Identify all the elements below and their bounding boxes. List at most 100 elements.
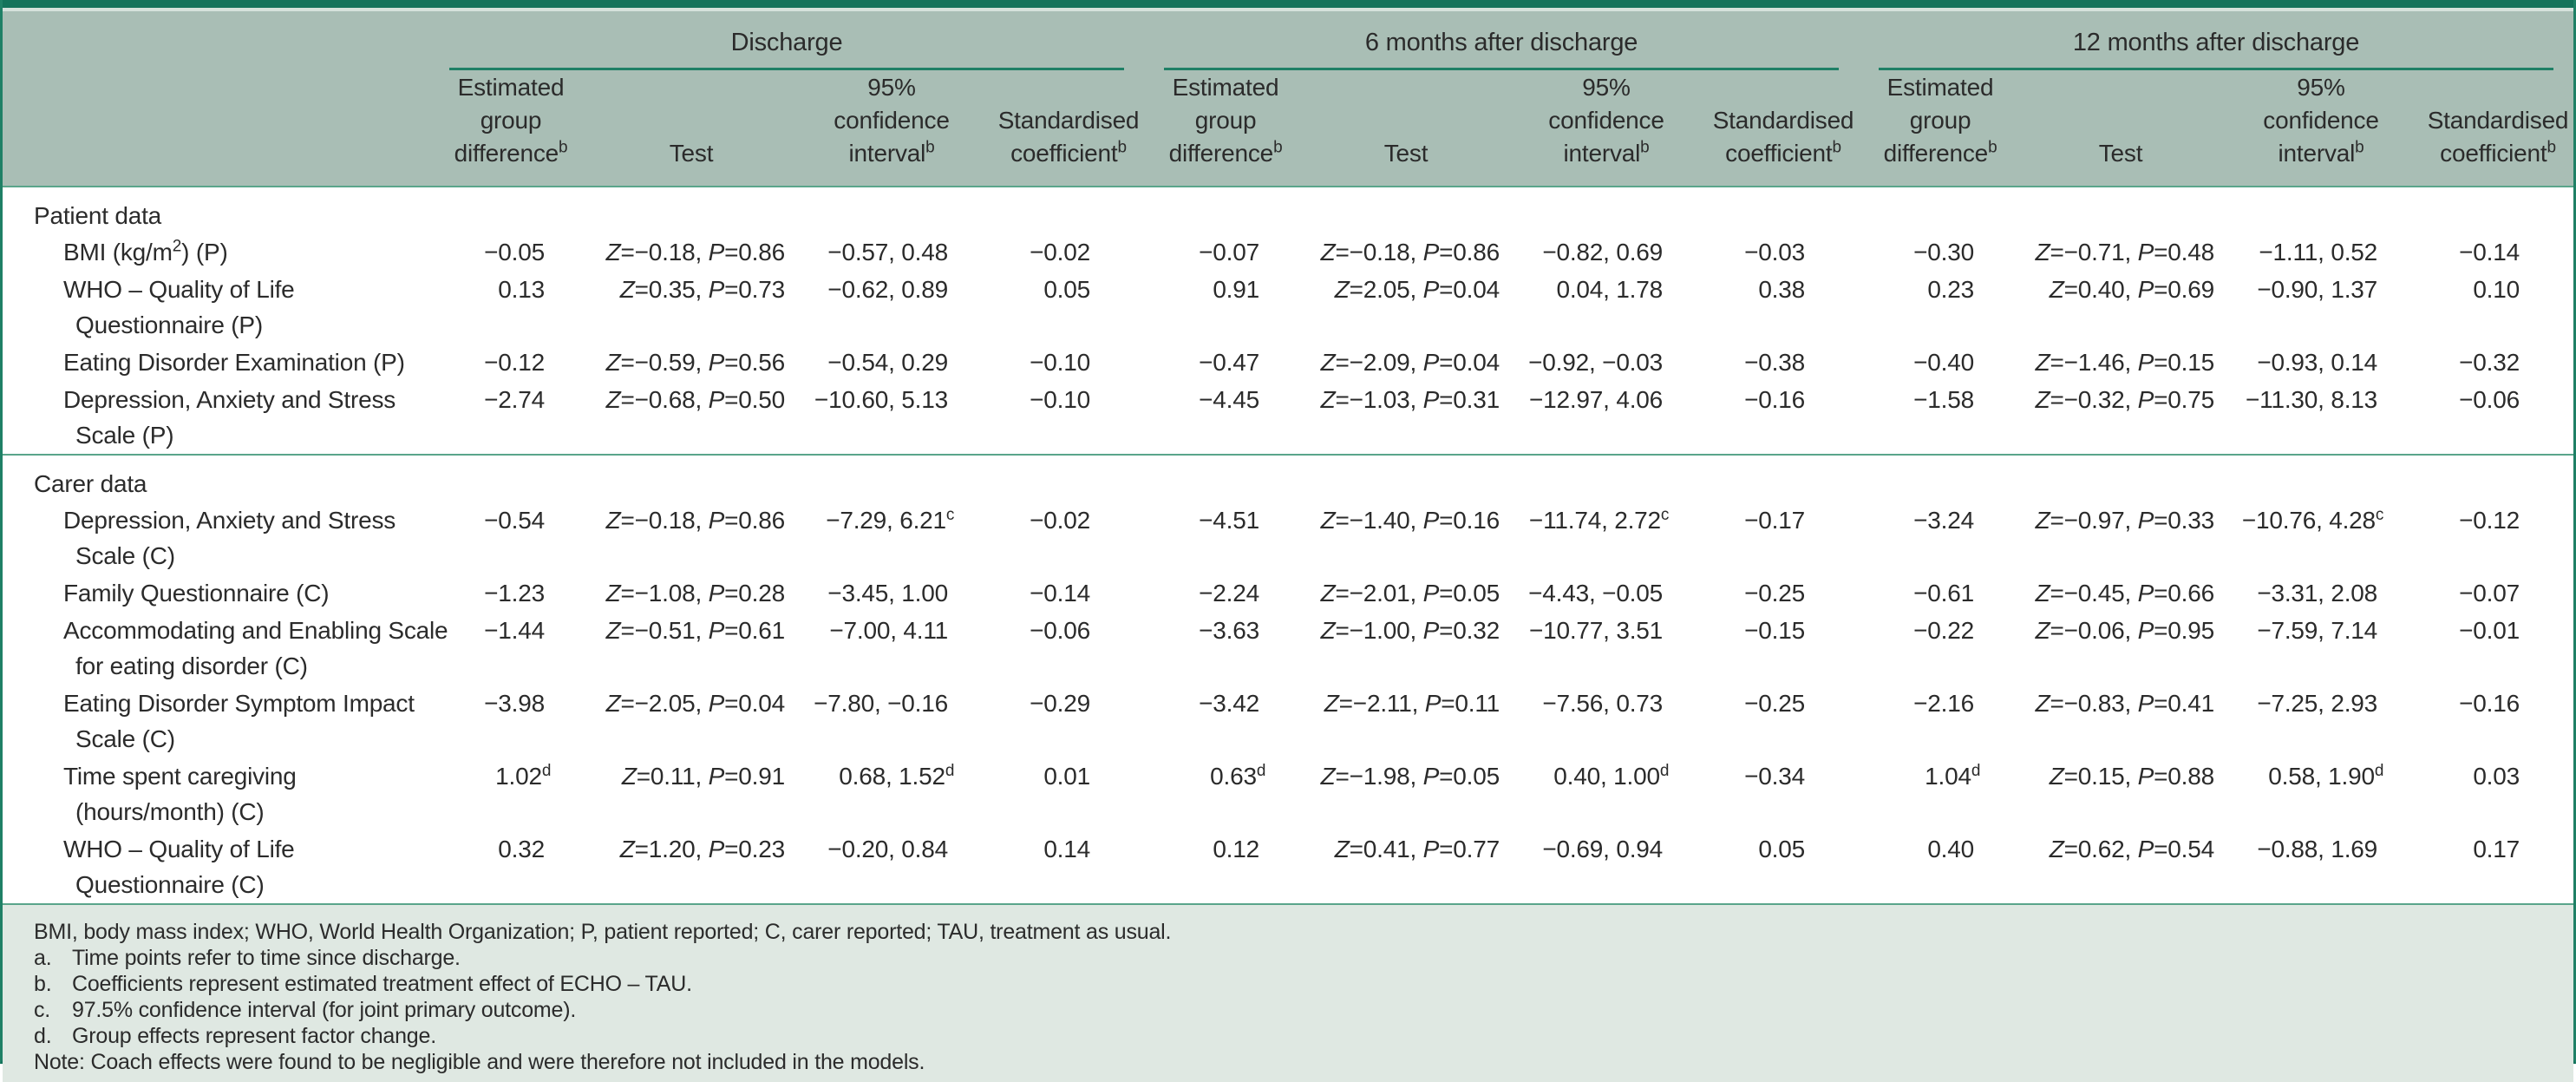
value-cell: Z=−2.05, P=0.04 <box>605 690 786 717</box>
outcomes-table: Discharge 6 months after discharge 12 mont… <box>3 11 2574 905</box>
value-cell: Z=−2.11, P=0.11 <box>1324 690 1500 717</box>
column-header: Standardised coefficientb <box>969 71 1145 187</box>
value-cell: 0.03 <box>2473 763 2520 790</box>
blank-header-cell <box>3 71 429 187</box>
column-header: 95% confidence intervalb <box>2220 71 2399 187</box>
value-cell: −0.29 <box>1030 690 1091 717</box>
value-cell: −0.34 <box>1744 763 1806 790</box>
value-cell: −2.24 <box>1199 580 1260 607</box>
value-cell: Z=−0.18, P=0.86 <box>1320 239 1500 266</box>
outcome-row: Accommodating and Enabling Scale for eat… <box>3 612 2573 685</box>
footnote-note: Note: Coach effects were found to be neg… <box>34 1050 925 1074</box>
value-cell: 0.12 <box>1213 836 1260 862</box>
value-cell: Z=0.15, P=0.88 <box>2049 763 2215 790</box>
value-cell: Z=−0.18, P=0.86 <box>605 507 786 534</box>
value-cell: −0.57, 0.48 <box>827 239 948 266</box>
value-cell: −0.38 <box>1744 349 1806 376</box>
value-cell: −3.45, 1.00 <box>827 580 948 607</box>
value-cell: Z=−0.06, P=0.95 <box>2035 617 2215 644</box>
value-cell: −0.88, 1.69 <box>2257 836 2378 862</box>
footnotes-panel: BMI, body mass index; WHO, World Health … <box>3 905 2573 1082</box>
value-cell: Z=0.11, P=0.91 <box>621 763 785 790</box>
time-group-label: Discharge <box>730 29 843 56</box>
footnote-marker: c. <box>34 998 51 1022</box>
value-cell: −0.16 <box>1744 386 1806 413</box>
value-cell: 0.05 <box>1043 276 1091 303</box>
value-cell: −1.58 <box>1913 386 1975 413</box>
value-cell: 1.04d <box>1925 761 1981 790</box>
footnote-item: c. 97.5% confidence interval (for joint p… <box>34 997 2547 1023</box>
value-cell: 0.01 <box>1043 763 1091 790</box>
table-body: Patient data BMI (kg/m2) (P) −0.05 Z=−0.18,… <box>3 186 2574 904</box>
value-cell: 1.02d <box>495 761 552 790</box>
value-cell: Z=−1.08, P=0.28 <box>605 580 786 607</box>
value-cell: −0.06 <box>1030 617 1091 644</box>
column-header: Test <box>568 71 790 187</box>
value-cell: −3.42 <box>1199 690 1260 717</box>
value-cell: −4.51 <box>1199 507 1260 534</box>
section-label: Patient data <box>3 186 2574 233</box>
column-header: Standardised coefficientb <box>1684 71 1860 187</box>
footnote-text: Group effects represent factor change. <box>72 1024 436 1048</box>
value-cell: Z=−2.09, P=0.04 <box>1320 349 1500 376</box>
footnote-marker: a. <box>34 946 52 970</box>
outcome-label: WHO – Quality of Life Questionnaire (C) <box>63 836 295 898</box>
value-cell: Z=−0.83, P=0.41 <box>2035 690 2215 717</box>
value-cell: 0.58, 1.90d <box>2268 761 2384 790</box>
value-cell: −11.30, 8.13 <box>2246 386 2378 413</box>
value-cell: 0.40 <box>1927 836 1975 862</box>
value-cell: −0.06 <box>2459 386 2520 413</box>
value-cell: Z=−2.01, P=0.05 <box>1320 580 1500 607</box>
value-cell: −2.74 <box>484 386 545 413</box>
outcome-row: BMI (kg/m2) (P) −0.05 Z=−0.18, P=0.86 −0.57… <box>3 233 2573 271</box>
value-cell: −0.17 <box>1744 507 1806 534</box>
value-cell: −7.25, 2.93 <box>2257 690 2378 717</box>
value-cell: −0.93, 0.14 <box>2257 349 2378 376</box>
time-group-header-0: Discharge <box>429 11 1145 71</box>
value-cell: Z=−0.71, P=0.48 <box>2035 239 2215 266</box>
value-cell: 0.05 <box>1758 836 1806 862</box>
value-cell: −10.60, 5.13 <box>814 386 948 413</box>
table-header: Discharge 6 months after discharge 12 mont… <box>3 11 2574 187</box>
section-label: Carer data <box>3 454 2574 502</box>
value-cell: −0.82, 0.69 <box>1542 239 1664 266</box>
value-cell: 0.40, 1.00d <box>1553 761 1670 790</box>
outcome-row: WHO – Quality of Life Questionnaire (C) 0… <box>3 830 2573 904</box>
value-cell: Z=−0.18, P=0.86 <box>605 239 786 266</box>
value-cell: −0.54 <box>484 507 545 534</box>
value-cell: Z=−0.51, P=0.61 <box>605 617 786 644</box>
value-cell: −0.25 <box>1744 690 1806 717</box>
value-cell: −10.77, 3.51 <box>1528 617 1664 644</box>
value-cell: Z=−0.45, P=0.66 <box>2035 580 2215 607</box>
value-cell: Z=0.40, P=0.69 <box>2049 276 2215 303</box>
value-cell: 0.13 <box>498 276 545 303</box>
outcome-label: BMI (kg/m2) (P) <box>63 237 228 266</box>
value-cell: −11.74, 2.72c <box>1528 505 1670 534</box>
value-cell: −0.32 <box>2459 349 2520 376</box>
value-cell: −0.69, 0.94 <box>1542 836 1664 862</box>
value-cell: −0.20, 0.84 <box>827 836 948 862</box>
value-cell: −0.10 <box>1030 349 1091 376</box>
outcome-row: Eating Disorder Symptom Impact Scale (C)… <box>3 685 2573 757</box>
footnote-text: Time points refer to time since discharg… <box>72 946 461 970</box>
outcome-label: Depression, Anxiety and Stress Scale (C) <box>63 507 396 569</box>
time-group-underline: 12 months after discharge <box>1879 23 2554 70</box>
column-header: Estimated group differenceb <box>1144 71 1284 187</box>
value-cell: −7.80, −0.16 <box>814 690 948 717</box>
value-cell: −3.98 <box>484 690 545 717</box>
column-header: 95% confidence intervalb <box>1505 71 1684 187</box>
value-cell: Z=1.20, P=0.23 <box>619 836 785 862</box>
value-cell: −0.03 <box>1744 239 1806 266</box>
footnote-text: 97.5% confidence interval (for joint pri… <box>72 998 577 1022</box>
value-cell: 0.91 <box>1213 276 1260 303</box>
outcome-row: Family Questionnaire (C) −1.23 Z=−1.08, P=… <box>3 574 2573 612</box>
value-cell: −7.56, 0.73 <box>1542 690 1664 717</box>
footnote-text: Coefficients represent estimated treatme… <box>72 972 692 996</box>
value-cell: Z=−0.68, P=0.50 <box>605 386 786 413</box>
value-cell: 0.68, 1.52d <box>839 761 955 790</box>
outcome-label: Eating Disorder Examination (P) <box>63 349 405 376</box>
footnote-item: b. Coefficients represent estimated treat… <box>34 971 2547 997</box>
value-cell: −1.11, 0.52 <box>2259 239 2378 266</box>
column-header: Test <box>1283 71 1506 187</box>
